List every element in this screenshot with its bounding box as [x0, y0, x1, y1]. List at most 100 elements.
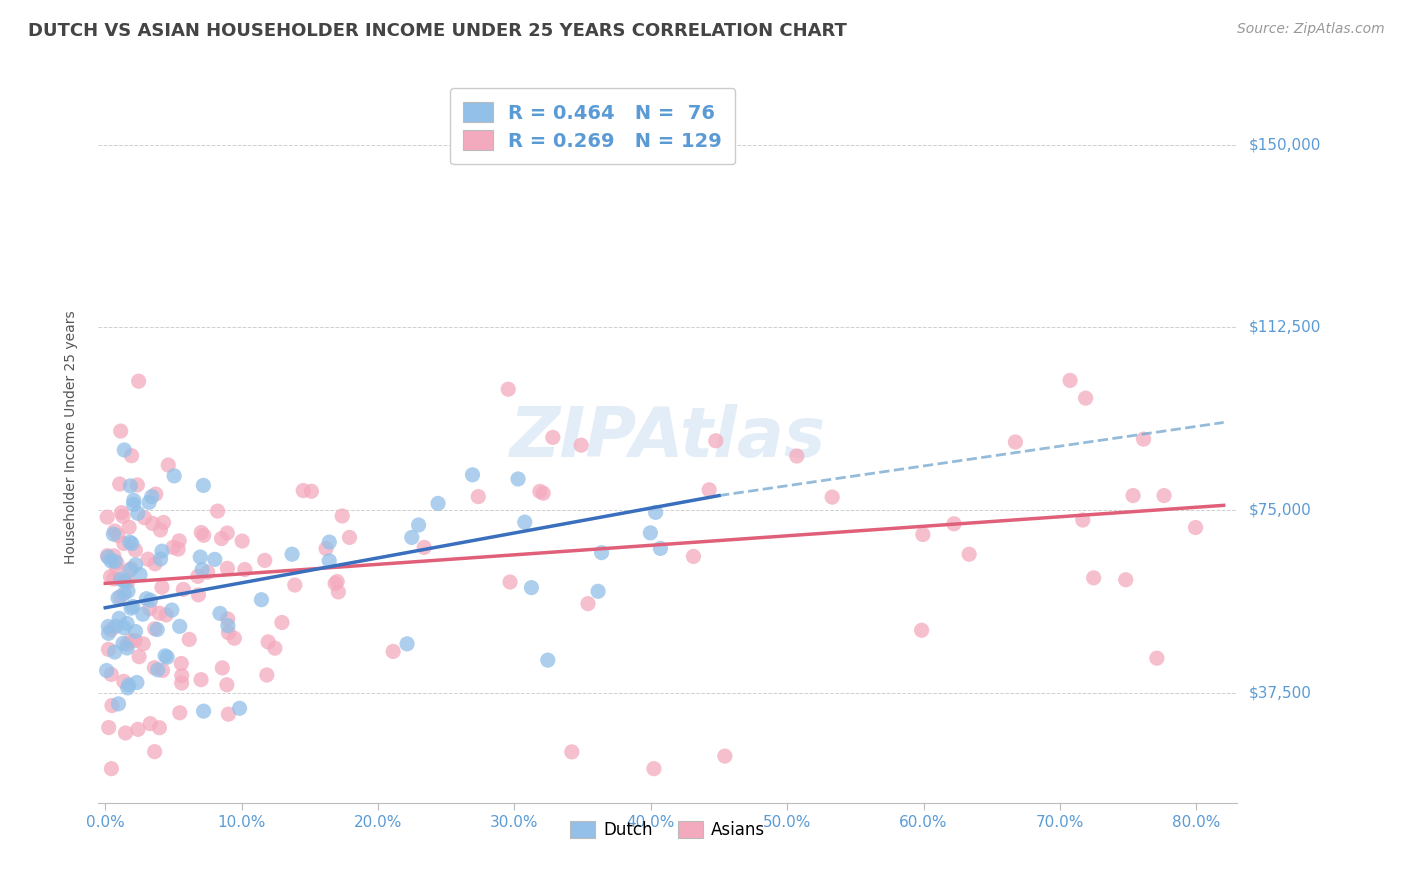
Point: [218, 625, 240, 640]
Point: [155, 607, 177, 622]
Point: [537, 653, 560, 667]
Point: [1074, 391, 1097, 405]
Point: [401, 530, 423, 544]
Point: [97, 550, 120, 565]
Point: [231, 534, 253, 549]
Point: [104, 619, 127, 633]
Point: [146, 623, 169, 637]
Point: [1122, 489, 1144, 503]
Point: [911, 527, 934, 541]
Point: [143, 745, 166, 759]
Point: [193, 478, 215, 492]
Point: [142, 516, 165, 531]
Point: [207, 504, 229, 518]
Point: [253, 553, 276, 567]
Point: [496, 382, 519, 396]
Point: [110, 590, 132, 604]
Point: [217, 526, 239, 541]
Point: [96, 510, 118, 524]
Point: [204, 552, 226, 566]
Point: [115, 637, 138, 651]
Legend: Dutch, Asians: Dutch, Asians: [564, 814, 772, 846]
Point: [162, 541, 184, 555]
Point: [100, 554, 122, 568]
Point: [591, 546, 613, 560]
Point: [97, 642, 120, 657]
Point: [112, 621, 135, 635]
Point: [117, 681, 139, 695]
Point: [121, 599, 143, 614]
Point: [122, 493, 145, 508]
Y-axis label: Householder Income Under 25 years: Householder Income Under 25 years: [63, 310, 77, 564]
Point: [139, 593, 162, 607]
Point: [170, 657, 193, 671]
Point: [148, 721, 170, 735]
Point: [141, 490, 163, 504]
Point: [264, 641, 287, 656]
Point: [467, 490, 489, 504]
Point: [149, 523, 172, 537]
Point: [640, 525, 662, 540]
Point: [330, 508, 353, 523]
Point: [114, 574, 136, 589]
Point: [1146, 651, 1168, 665]
Point: [682, 549, 704, 564]
Point: [148, 606, 170, 620]
Point: [124, 543, 146, 558]
Point: [529, 484, 551, 499]
Point: [284, 578, 307, 592]
Point: [134, 510, 156, 524]
Point: [156, 650, 179, 665]
Point: [821, 490, 844, 504]
Point: [1132, 432, 1154, 446]
Point: [138, 495, 160, 509]
Point: [115, 640, 138, 655]
Point: [697, 483, 720, 497]
Point: [108, 477, 131, 491]
Point: [190, 525, 212, 540]
Point: [224, 632, 246, 646]
Point: [339, 531, 361, 545]
Point: [127, 478, 149, 492]
Point: [118, 563, 141, 577]
Point: [217, 612, 239, 626]
Point: [152, 516, 174, 530]
Point: [957, 547, 980, 561]
Point: [149, 552, 172, 566]
Point: [107, 591, 129, 605]
Point: [382, 644, 405, 658]
Point: [211, 661, 233, 675]
Point: [124, 633, 146, 648]
Point: [138, 601, 160, 615]
Point: [271, 615, 294, 630]
Point: [318, 554, 340, 568]
Point: [107, 697, 129, 711]
Point: [104, 554, 127, 568]
Text: DUTCH VS ASIAN HOUSEHOLDER INCOME UNDER 25 YEARS CORRELATION CHART: DUTCH VS ASIAN HOUSEHOLDER INCOME UNDER …: [28, 22, 846, 40]
Point: [124, 624, 146, 639]
Point: [112, 636, 135, 650]
Point: [150, 544, 173, 558]
Point: [132, 637, 155, 651]
Point: [143, 622, 166, 636]
Point: [101, 698, 124, 713]
Point: [169, 706, 191, 720]
Point: [100, 570, 122, 584]
Point: [112, 442, 135, 457]
Point: [179, 632, 201, 647]
Text: $75,000: $75,000: [1249, 503, 1312, 517]
Point: [128, 374, 150, 388]
Point: [167, 533, 190, 548]
Point: [112, 536, 135, 550]
Point: [118, 678, 141, 692]
Point: [396, 637, 419, 651]
Point: [153, 648, 176, 663]
Point: [143, 557, 166, 571]
Point: [427, 496, 450, 510]
Point: [569, 438, 592, 452]
Point: [139, 716, 162, 731]
Point: [323, 576, 346, 591]
Point: [120, 633, 142, 648]
Point: [191, 563, 214, 577]
Point: [105, 556, 128, 570]
